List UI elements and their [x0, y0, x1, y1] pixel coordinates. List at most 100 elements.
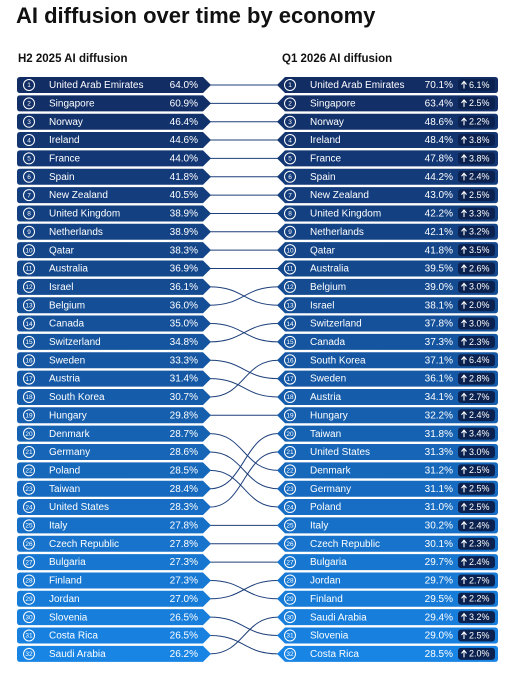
- value: 31.3%: [425, 447, 453, 458]
- value: 28.5%: [170, 465, 198, 476]
- rank-badge: [284, 611, 296, 624]
- left-bar: [17, 113, 211, 130]
- country: Netherlands: [310, 227, 364, 238]
- rank-badge: [284, 170, 296, 183]
- change: 6.1%: [469, 80, 490, 90]
- up-arrow: [461, 410, 467, 419]
- change: 2.5%: [469, 465, 490, 475]
- left-bar: [17, 480, 211, 497]
- country: Italy: [49, 521, 67, 532]
- right-row: 5 France 47.8% 3.8%: [277, 150, 498, 167]
- value: 64.0%: [170, 80, 198, 91]
- left-bar: [17, 462, 211, 479]
- rank: 17: [25, 376, 33, 383]
- left-bar: [17, 627, 211, 644]
- right-bar: [277, 77, 498, 93]
- value: 70.1%: [425, 80, 453, 91]
- change: 2.0%: [469, 649, 490, 659]
- change-badge: [458, 409, 495, 422]
- connector: [209, 323, 279, 343]
- right-bar: [277, 480, 498, 497]
- country: Italy: [310, 521, 328, 532]
- rank: 27: [286, 559, 294, 566]
- country: Finland: [310, 594, 343, 605]
- left-bar: [17, 132, 211, 149]
- left-bar: [17, 150, 211, 167]
- left-bar: [17, 205, 211, 222]
- connector: [209, 451, 279, 508]
- change: 2.8%: [469, 373, 490, 383]
- right-row: 19 Hungary 32.2% 2.4%: [277, 407, 498, 424]
- up-arrow: [461, 557, 467, 566]
- value: 30.7%: [170, 392, 198, 403]
- rank: 21: [25, 449, 33, 456]
- rank: 18: [286, 394, 294, 401]
- value: 38.9%: [170, 209, 198, 220]
- rank-badge: [284, 335, 296, 348]
- left-row: 25 Italy 27.8%: [17, 517, 211, 534]
- left-bar: [17, 260, 211, 277]
- left-row: 7 New Zealand 40.5%: [17, 187, 211, 204]
- value: 26.2%: [170, 649, 198, 660]
- rank-badge: [284, 207, 296, 220]
- right-bar: [277, 132, 498, 149]
- change-badge: [458, 280, 495, 293]
- change: 6.4%: [469, 355, 490, 365]
- right-row: 12 Belgium 39.0% 3.0%: [277, 278, 498, 295]
- connector: [209, 433, 279, 471]
- right-bar: [277, 352, 498, 369]
- rank: 5: [288, 156, 292, 163]
- value: 42.2%: [425, 209, 453, 220]
- left-header: H2 2025 AI diffusion: [18, 53, 128, 65]
- country: Jordan: [310, 576, 341, 587]
- change-badge: [458, 629, 495, 642]
- left-row: 24 United States 28.3%: [17, 499, 211, 516]
- rank: 1: [288, 82, 292, 89]
- right-row: 21 United States 31.3% 3.0%: [277, 444, 498, 460]
- right-row: 29 Finland 29.5% 2.2%: [277, 590, 498, 607]
- change-badge: [458, 482, 495, 495]
- right-bar: [277, 315, 498, 332]
- up-arrow: [461, 576, 467, 584]
- country: Hungary: [310, 410, 348, 421]
- country: Costa Rica: [310, 649, 359, 660]
- change-badge: [458, 519, 495, 532]
- left-bar: [17, 315, 211, 332]
- rank: 2: [288, 101, 292, 108]
- change-badge: [458, 79, 495, 91]
- rank-badge: [284, 317, 296, 330]
- rank: 14: [286, 321, 294, 328]
- connector: [209, 635, 279, 655]
- rank-badge: [23, 262, 35, 275]
- rank: 16: [286, 357, 294, 364]
- country: Sweden: [310, 374, 346, 385]
- right-row: 11 Australia 39.5% 2.6%: [277, 260, 498, 277]
- value: 47.8%: [425, 154, 453, 165]
- country: Qatar: [310, 245, 336, 256]
- country: Czech Republic: [310, 539, 380, 550]
- country: Czech Republic: [49, 539, 119, 550]
- country: Singapore: [310, 98, 356, 109]
- right-bar: [277, 333, 498, 350]
- rank-badge: [284, 647, 296, 660]
- change-badge: [458, 317, 495, 330]
- value: 29.0%: [425, 631, 453, 642]
- country: Singapore: [49, 98, 95, 109]
- rank: 30: [286, 614, 294, 621]
- value: 27.0%: [170, 594, 198, 605]
- rank: 6: [27, 174, 31, 181]
- right-bar: [277, 517, 498, 534]
- change-badge: [458, 207, 495, 220]
- right-row: 23 Germany 31.1% 2.5%: [277, 480, 498, 497]
- connector: [209, 469, 279, 508]
- right-bar: [277, 535, 498, 552]
- change-badge: [458, 647, 495, 660]
- right-row: 17 Sweden 36.1% 2.8%: [277, 370, 498, 387]
- up-arrow: [461, 612, 467, 621]
- value: 30.1%: [425, 539, 453, 550]
- left-row: 17 Austria 31.4%: [17, 370, 211, 387]
- rank: 29: [286, 596, 294, 603]
- value: 44.6%: [170, 135, 198, 146]
- value: 29.7%: [425, 576, 453, 587]
